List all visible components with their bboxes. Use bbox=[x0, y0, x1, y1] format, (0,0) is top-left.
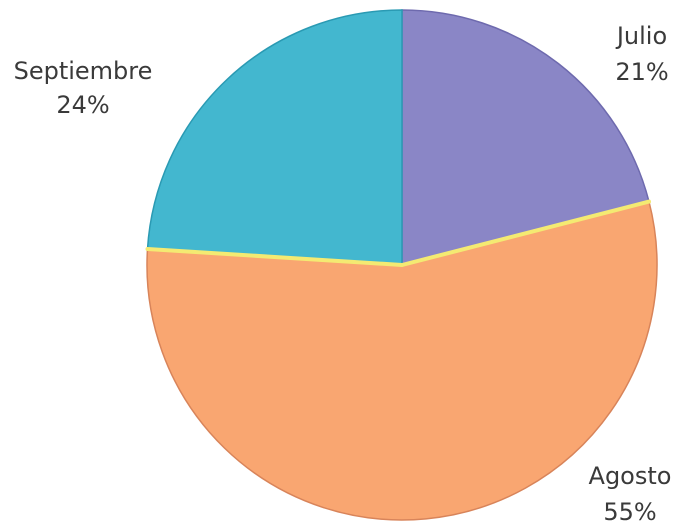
pie-slice-julio bbox=[401, 9, 650, 266]
pie-slices bbox=[145, 9, 658, 521]
pie-slice-septiembre bbox=[146, 9, 403, 266]
pie-labels: Julio 21% Agosto 55% Septiembre 24% bbox=[14, 22, 672, 525]
pie-slice-agosto bbox=[146, 200, 658, 521]
slice-percent-agosto: 55% bbox=[603, 498, 656, 525]
slice-percent-julio: 21% bbox=[615, 58, 668, 86]
slice-percent-septiembre: 24% bbox=[56, 91, 109, 119]
slice-label-septiembre: Septiembre bbox=[14, 57, 153, 85]
slice-label-julio: Julio bbox=[615, 22, 667, 50]
slice-separator-2 bbox=[145, 246, 404, 267]
slice-label-agosto: Agosto bbox=[589, 462, 672, 490]
slice-separator-1 bbox=[400, 199, 651, 267]
